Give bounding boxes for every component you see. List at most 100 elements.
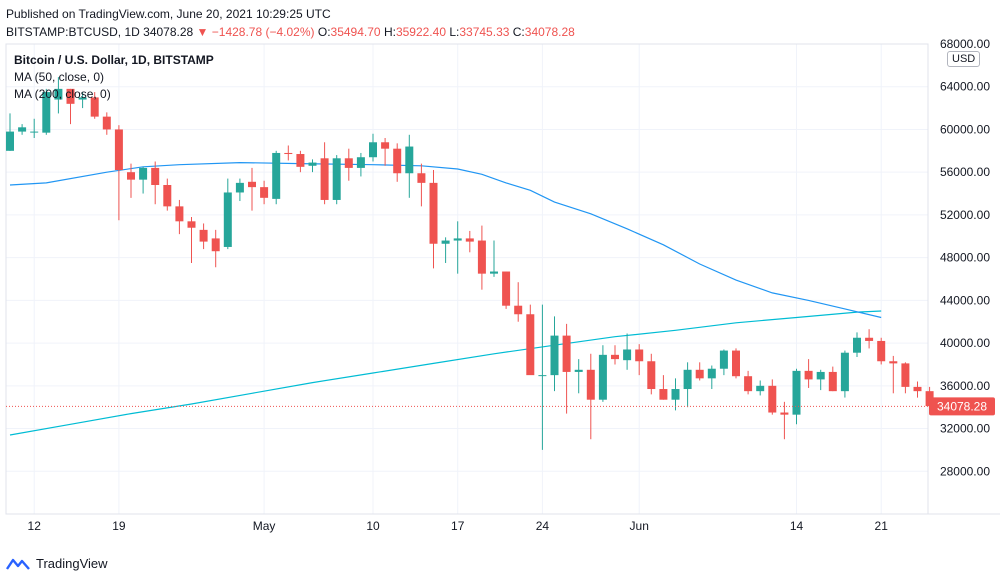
- candle-body: [453, 238, 462, 241]
- candle-body: [611, 354, 619, 360]
- candle-body: [30, 131, 39, 133]
- candle: [635, 344, 644, 376]
- x-tick-label: 12: [28, 519, 42, 533]
- candle-body: [18, 127, 27, 132]
- y-tick-label: 28000.00: [940, 464, 990, 478]
- candle-body: [490, 271, 498, 274]
- candle: [42, 88, 51, 135]
- last-price-tag: 34078.28: [929, 397, 995, 416]
- y-tick-label: 52000.00: [940, 208, 990, 222]
- y-tick-label: 60000.00: [940, 122, 990, 136]
- x-tick-label: 21: [875, 519, 889, 533]
- candle: [332, 155, 341, 205]
- candle: [30, 118, 39, 138]
- candle: [853, 332, 861, 357]
- candle: [502, 271, 511, 309]
- candle-body: [114, 129, 123, 171]
- candle-body: [344, 158, 353, 168]
- candle-body: [260, 187, 269, 198]
- candle: [586, 353, 595, 440]
- candle-body: [514, 305, 523, 315]
- time-axis[interactable]: 12 19 May 10 17 24 Jun 14 21: [28, 519, 889, 533]
- y-tick-label: 64000.00: [940, 80, 990, 94]
- candle: [574, 359, 583, 394]
- currency-badge[interactable]: USD: [947, 51, 981, 67]
- legend-title: Bitcoin / U.S. Dollar, 1D, BITSTAMP: [14, 53, 214, 67]
- candle: [611, 345, 619, 365]
- candle: [393, 143, 402, 182]
- y-tick-label: 32000.00: [940, 422, 990, 436]
- candle: [272, 150, 281, 205]
- candle: [744, 370, 753, 395]
- candle: [66, 88, 75, 125]
- open-label: O:: [317, 25, 331, 39]
- candle-body: [6, 131, 14, 151]
- candle: [840, 350, 849, 398]
- candle-body: [574, 369, 583, 372]
- candle: [792, 368, 801, 425]
- candle: [683, 362, 692, 408]
- y-tick-label: 44000.00: [940, 293, 990, 307]
- grid-lines: [6, 43, 928, 514]
- candle: [477, 225, 486, 290]
- candle-body: [816, 371, 825, 380]
- x-tick-label: 17: [451, 519, 465, 533]
- candle: [441, 237, 450, 263]
- candle-body: [102, 116, 111, 130]
- candle: [453, 221, 462, 274]
- price-axis[interactable]: 28000.00 32000.00 36000.00 40000.00 44000.00…: [940, 37, 990, 478]
- published-line: Published on TradingView.com, June 20, 2…: [6, 7, 331, 21]
- candle-body: [477, 240, 486, 274]
- candle: [490, 240, 498, 277]
- legend-ma200[interactable]: MA (200, close, 0): [14, 87, 111, 101]
- candle: [707, 365, 716, 390]
- candle-body: [381, 142, 390, 149]
- last-price-tag-bg: [929, 397, 995, 416]
- candle-body: [586, 369, 595, 400]
- ma50-path: [9, 161, 882, 319]
- candles: [6, 77, 934, 450]
- candle: [369, 133, 377, 162]
- brand-name: TradingView: [36, 556, 108, 571]
- legend-ma50[interactable]: MA (50, close, 0): [14, 70, 105, 84]
- candle: [550, 316, 559, 392]
- x-tick-label: May: [253, 519, 276, 533]
- candle: [187, 217, 196, 263]
- candle: [732, 348, 740, 379]
- candle-body: [272, 152, 281, 199]
- candle-body: [223, 192, 232, 247]
- candle-body: [804, 370, 813, 380]
- candle-body: [199, 229, 208, 242]
- candle-body: [623, 349, 632, 361]
- candle: [356, 152, 365, 177]
- candle-body: [54, 88, 63, 100]
- candle-body: [187, 221, 196, 228]
- candle: [465, 230, 474, 253]
- candle-body: [151, 167, 160, 185]
- x-tick-label: 14: [790, 519, 804, 533]
- candle: [405, 134, 414, 198]
- candle: [199, 223, 208, 250]
- candle: [647, 353, 656, 395]
- x-tick-label: 10: [366, 519, 380, 533]
- close-label: C:: [512, 25, 525, 39]
- tradingview-footer: TradingView: [6, 556, 108, 571]
- candle-body: [913, 386, 922, 392]
- candle: [768, 379, 777, 415]
- candle: [344, 148, 353, 181]
- candle-body: [562, 335, 571, 372]
- candle-body: [659, 389, 668, 400]
- ma200-path: [9, 310, 882, 436]
- candle-body: [719, 350, 728, 369]
- candle-body: [284, 152, 293, 155]
- candle: [54, 77, 63, 114]
- y-tick-label: 68000.00: [940, 37, 990, 51]
- candle-body: [429, 182, 438, 244]
- candle: [381, 138, 390, 166]
- candle: [296, 150, 305, 173]
- ma50-line: [9, 161, 882, 319]
- candle-body: [889, 361, 898, 364]
- candle: [562, 323, 571, 414]
- candle: [514, 282, 523, 322]
